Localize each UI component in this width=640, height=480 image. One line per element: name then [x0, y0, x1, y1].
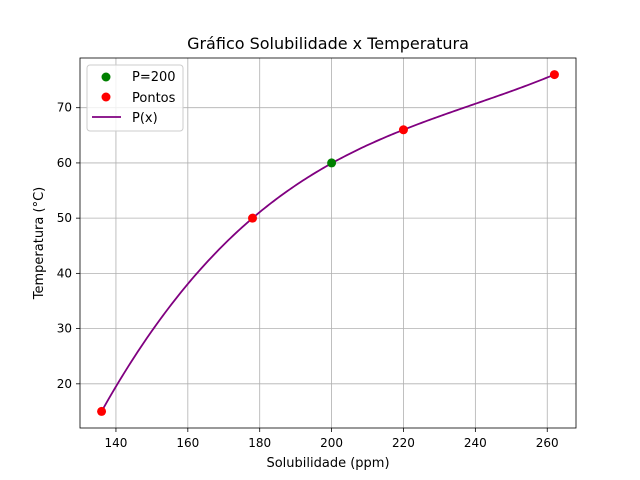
x-tick-label: 260	[536, 436, 559, 450]
y-tick-label: 70	[57, 101, 72, 115]
data-point-pontos	[549, 70, 559, 80]
data-point-pontos	[398, 125, 408, 135]
y-tick-label: 50	[57, 211, 72, 225]
ticks: 140 160 180 200 220 240 260 20 30 40 50 60 70	[57, 101, 559, 450]
x-axis-label: Solubilidade (ppm)	[266, 456, 389, 471]
legend-box	[86, 64, 184, 132]
x-tick-label: 140	[104, 436, 127, 450]
points-layer	[97, 70, 559, 416]
x-tick-label: 240	[464, 436, 487, 450]
x-tick-label: 220	[392, 436, 415, 450]
plot-frame	[79, 57, 577, 429]
x-tick-label: 180	[248, 436, 271, 450]
legend: P=200 Pontos P(x)	[86, 64, 184, 132]
legend-label-pontos: Pontos	[132, 91, 176, 106]
y-tick-label: 20	[57, 377, 72, 391]
data-point-p200	[327, 158, 337, 168]
x-tick-label: 200	[320, 436, 343, 450]
legend-label-p200: P=200	[132, 70, 176, 85]
x-tick-label: 160	[176, 436, 199, 450]
legend-marker-pontos	[101, 92, 111, 102]
y-tick-label: 30	[57, 322, 72, 336]
legend-marker-p200	[101, 72, 111, 82]
y-axis-label: Temperatura (°C)	[32, 187, 47, 300]
y-tick-label: 60	[57, 156, 72, 170]
legend-label-px: P(x)	[132, 111, 158, 126]
data-point-pontos	[248, 213, 258, 223]
y-tick-label: 40	[57, 266, 72, 280]
data-point-pontos	[97, 406, 107, 416]
chart-title: Gráfico Solubilidade x Temperatura	[187, 34, 469, 53]
